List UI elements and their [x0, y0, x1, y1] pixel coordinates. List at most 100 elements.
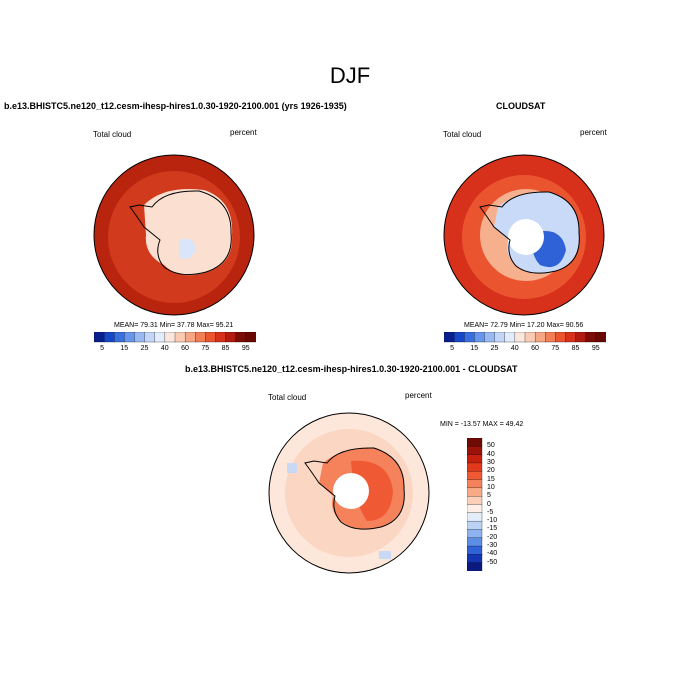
panel-3-map — [268, 412, 430, 574]
panel-2-title: CLOUDSAT — [496, 101, 546, 111]
colorbar-swatch — [235, 332, 247, 343]
colorbar-tick-label: 10 — [487, 483, 495, 491]
colorbar-swatch — [467, 479, 483, 489]
colorbar-swatch — [164, 332, 176, 343]
panel-3-coastline — [304, 447, 405, 530]
panel-1-antarctica-field — [144, 189, 233, 276]
panel-2-map-border — [443, 154, 605, 316]
colorbar-tick-label: 15 — [487, 475, 495, 483]
colorbar-tick-label: 50 — [487, 442, 495, 450]
colorbar-swatch — [514, 332, 526, 343]
panel-1-coastline — [129, 190, 232, 276]
colorbar-swatch — [464, 332, 476, 343]
colorbar-tick-label: -30 — [487, 542, 498, 550]
panel-1-map — [93, 154, 255, 316]
colorbar-tick-label: 30 — [487, 458, 495, 466]
panel-2-colorbar-ticks: 5 15 25 40 60 75 85 95 — [444, 345, 606, 355]
colorbar-tick-label: 60 — [531, 345, 539, 352]
colorbar-swatch — [114, 332, 126, 343]
colorbar-swatch — [467, 537, 483, 547]
colorbar-swatch — [154, 332, 166, 343]
colorbar-swatch — [467, 446, 483, 456]
colorbar-tick-label: 40 — [487, 450, 495, 458]
colorbar-tick-label: 15 — [470, 345, 479, 352]
colorbar-swatch — [94, 332, 105, 343]
panel-1-stats: MEAN= 79.31 Min= 37.78 Max= 95.21 — [114, 322, 234, 329]
colorbar-swatch — [524, 332, 536, 343]
colorbar-swatch — [144, 332, 156, 343]
colorbar-swatch — [134, 332, 146, 343]
colorbar-swatch — [467, 462, 483, 472]
colorbar-tick-label: 75 — [551, 345, 560, 352]
panel-3-colorbar-ticks: 50 40 30 20 15 10 5 0 -5 -10 -15 -20 -30 -40 -50 — [487, 438, 517, 571]
colorbar-swatch — [467, 545, 483, 556]
colorbar-tick-label: 20 — [487, 467, 495, 475]
colorbar-swatch — [205, 332, 217, 343]
colorbar-tick-label: -15 — [487, 525, 498, 533]
colorbar-tick-label: 25 — [490, 345, 499, 352]
panel-1-map-border — [93, 154, 255, 316]
panel-3-map-border — [268, 412, 430, 574]
panel-2-variable-label: Total cloud — [443, 130, 482, 139]
colorbar-swatch — [467, 438, 483, 447]
colorbar-swatch — [467, 496, 483, 506]
panel-3-missing-data-hole — [333, 473, 369, 509]
colorbar-swatch — [103, 332, 115, 343]
colorbar-swatch — [595, 332, 606, 343]
colorbar-swatch — [575, 332, 587, 343]
panel-1-title: b.e13.BHISTC5.ne120_t12.cesm-ihesp-hires… — [4, 101, 347, 111]
colorbar-swatch — [225, 332, 237, 343]
colorbar-swatch — [245, 332, 256, 343]
colorbar-tick-label: -20 — [487, 533, 498, 541]
panel-3-positive-bias-patch — [351, 460, 393, 521]
colorbar-swatch — [467, 487, 483, 497]
colorbar-tick-label: -5 — [487, 508, 494, 516]
colorbar-tick-label: -50 — [487, 558, 498, 566]
colorbar-tick-label: 95 — [591, 345, 600, 352]
colorbar-swatch — [467, 471, 483, 481]
colorbar-swatch — [504, 332, 516, 343]
colorbar-swatch — [467, 454, 483, 464]
colorbar-tick-label: 40 — [160, 345, 169, 352]
colorbar-tick-label: 15 — [120, 345, 129, 352]
colorbar-swatch — [484, 332, 496, 343]
panel-3-colorbar — [467, 438, 483, 571]
colorbar-swatch — [585, 332, 597, 343]
panel-3-stats: MIN = -13.57 MAX = 49.42 — [440, 421, 524, 428]
panel-1-colorbar-ticks: 5 15 25 40 60 75 85 95 — [94, 345, 256, 355]
colorbar-swatch — [444, 332, 455, 343]
colorbar-tick-label: 85 — [221, 345, 230, 352]
panel-2-units-label: percent — [580, 128, 607, 137]
colorbar-swatch — [124, 332, 136, 343]
panel-3-negative-bias-patch — [379, 551, 391, 559]
panel-2-missing-data-hole — [508, 219, 544, 255]
panel-3-variable-label: Total cloud — [268, 393, 307, 402]
colorbar-tick-label: 85 — [571, 345, 580, 352]
colorbar-swatch — [467, 504, 483, 514]
colorbar-tick-label: 5 — [450, 345, 455, 352]
colorbar-swatch — [174, 332, 186, 343]
colorbar-swatch — [453, 332, 465, 343]
colorbar-swatch — [467, 562, 483, 571]
panel-1-low-cloud-patch — [179, 238, 196, 259]
colorbar-tick-label: -10 — [487, 517, 498, 525]
colorbar-tick-label: 25 — [140, 345, 149, 352]
colorbar-tick-label: 95 — [241, 345, 250, 352]
colorbar-swatch — [215, 332, 227, 343]
colorbar-swatch — [555, 332, 567, 343]
panel-1-units-label: percent — [230, 128, 257, 137]
colorbar-tick-label: 60 — [181, 345, 189, 352]
colorbar-swatch — [565, 332, 577, 343]
figure-title: DJF — [329, 63, 371, 88]
panel-1-variable-label: Total cloud — [93, 130, 132, 139]
colorbar-tick-label: -40 — [487, 550, 498, 558]
colorbar-swatch — [467, 554, 483, 564]
colorbar-tick-label: 0 — [487, 500, 491, 508]
colorbar-swatch — [467, 529, 483, 539]
colorbar-tick-label: 75 — [201, 345, 210, 352]
panel-3-units-label: percent — [405, 391, 432, 400]
colorbar-tick-label: 5 — [100, 345, 105, 352]
colorbar-tick-label: 40 — [510, 345, 519, 352]
panel-3-title: b.e13.BHISTC5.ne120_t12.cesm-ihesp-hires… — [185, 364, 518, 374]
colorbar-swatch — [534, 332, 546, 343]
